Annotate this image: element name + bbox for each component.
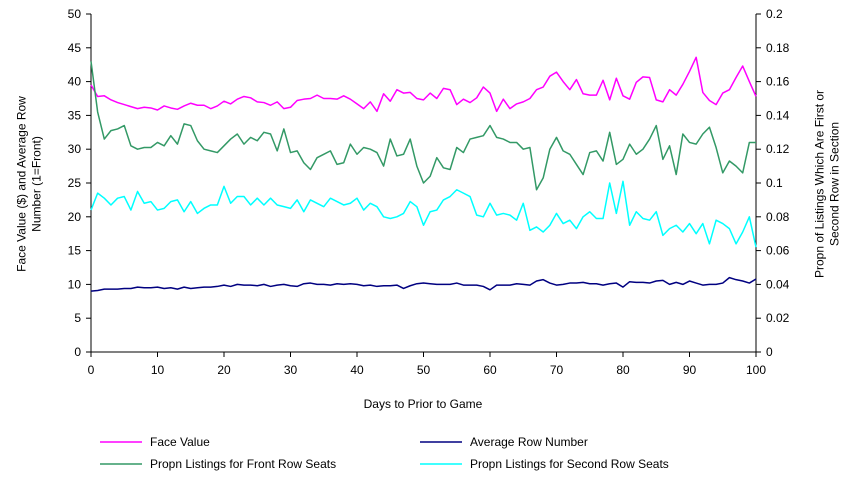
y-tick-label-right: 0.2 (766, 7, 783, 21)
y-tick-label-left: 25 (68, 176, 82, 190)
x-tick-label: 90 (683, 363, 697, 377)
y-tick-label-right: 0.06 (766, 244, 790, 258)
y-tick-label-left: 30 (68, 142, 82, 156)
legend: Face Value Average Row Number Propn Listin… (100, 435, 669, 471)
y-tick-label-left: 15 (68, 244, 82, 258)
y-tick-label-left: 40 (68, 75, 82, 89)
y-tick-label-right: 0.1 (766, 176, 783, 190)
y-tick-label-left: 45 (68, 41, 82, 55)
x-tick-label: 20 (217, 363, 231, 377)
y-axis-label-right: Propn of Listings Which Are First orSeco… (813, 90, 842, 278)
legend-label: Propn Listings for Front Row Seats (150, 457, 336, 471)
y-tick-label-right: 0.02 (766, 311, 790, 325)
series-line (90, 276, 757, 292)
y-tick-label-left: 35 (68, 108, 82, 122)
x-tick-label: 0 (88, 363, 95, 377)
y-tick-label-left: 5 (74, 311, 81, 325)
series-lines (90, 56, 757, 292)
y-tick-label-left: 10 (68, 277, 82, 291)
x-tick-label: 50 (417, 363, 431, 377)
x-tick-label: 40 (350, 363, 364, 377)
y-tick-label-right: 0.12 (766, 142, 790, 156)
y-tick-label-right: 0.04 (766, 277, 790, 291)
x-tick-label: 70 (550, 363, 564, 377)
series-line (90, 56, 757, 113)
x-tick-label: 80 (616, 363, 630, 377)
y-tick-label-left: 20 (68, 210, 82, 224)
y-tick-label-right: 0.14 (766, 108, 790, 122)
x-tick-label: 100 (746, 363, 766, 377)
y-axis-label-left: Face Value ($) and Average RowNumber (1=… (15, 96, 44, 272)
x-tick-label: 30 (284, 363, 298, 377)
y-tick-label-left: 0 (74, 345, 81, 359)
x-tick-label: 60 (483, 363, 497, 377)
x-axis-label: Days to Prior to Game (364, 397, 483, 411)
legend-label: Face Value (150, 435, 210, 449)
axes: 0 5 10 15 20 25 30 35 40 45 50 0 0.02 0.04 0.06 0.08 0.1… (68, 7, 790, 377)
y-tick-label-right: 0.18 (766, 41, 790, 55)
y-tick-label-right: 0.16 (766, 75, 790, 89)
y-tick-label-right: 0.08 (766, 210, 790, 224)
series-line (90, 61, 756, 191)
legend-label: Average Row Number (470, 435, 588, 449)
y-tick-label-left: 50 (68, 7, 82, 21)
series-line (90, 180, 757, 248)
x-tick-label: 10 (151, 363, 165, 377)
y-tick-label-right: 0 (766, 345, 773, 359)
legend-label: Propn Listings for Second Row Seats (470, 457, 669, 471)
